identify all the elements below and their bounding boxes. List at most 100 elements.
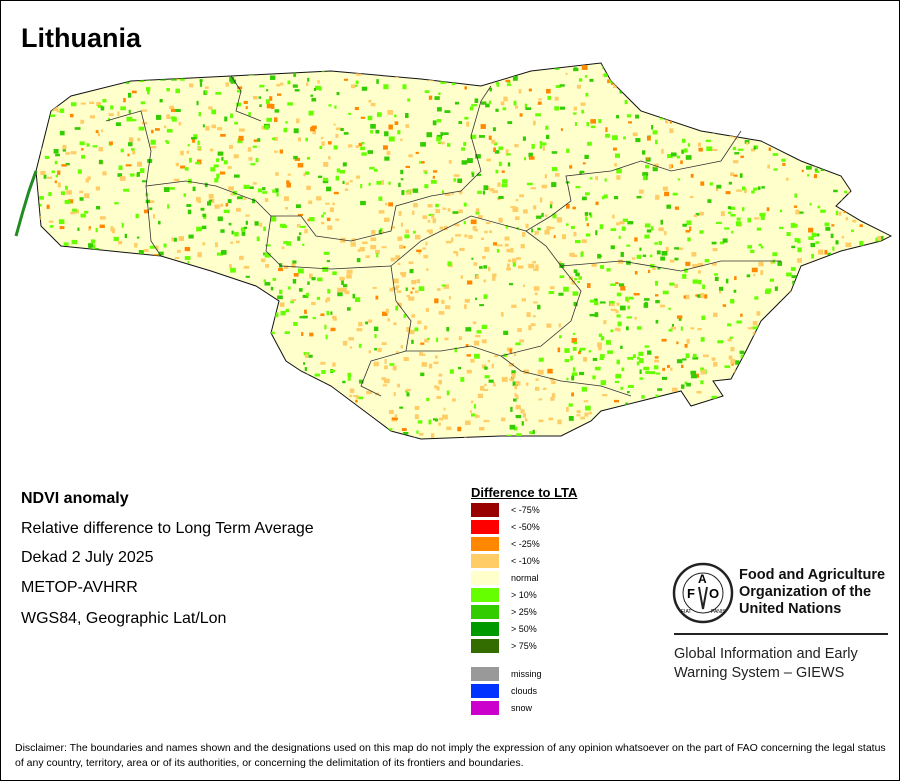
anomaly-pixel <box>107 380 111 383</box>
anomaly-pixel <box>586 283 591 288</box>
anomaly-pixel <box>514 393 517 397</box>
anomaly-pixel <box>77 334 82 339</box>
anomaly-pixel <box>751 190 755 194</box>
anomaly-pixel <box>636 195 642 199</box>
anomaly-pixel <box>651 124 654 130</box>
anomaly-pixel <box>217 127 223 131</box>
anomaly-pixel <box>410 291 413 294</box>
anomaly-pixel <box>444 110 451 114</box>
anomaly-pixel <box>887 170 891 175</box>
anomaly-pixel <box>477 190 482 194</box>
anomaly-pixel <box>808 236 814 240</box>
anomaly-pixel <box>405 113 409 118</box>
anomaly-pixel <box>384 131 389 137</box>
legend-label: snow <box>511 703 533 713</box>
anomaly-pixel <box>600 336 605 341</box>
anomaly-pixel <box>255 426 261 429</box>
legend-item: missing <box>471 667 542 681</box>
anomaly-pixel <box>465 344 469 348</box>
anomaly-pixel <box>871 77 875 83</box>
anomaly-pixel <box>88 226 91 230</box>
anomaly-pixel <box>697 270 701 274</box>
anomaly-pixel <box>288 386 294 390</box>
anomaly-pixel <box>101 129 104 133</box>
anomaly-pixel <box>857 331 864 334</box>
anomaly-pixel <box>31 423 35 428</box>
anomaly-pixel <box>516 64 520 69</box>
anomaly-pixel <box>594 366 601 371</box>
anomaly-pixel <box>587 141 592 146</box>
anomaly-pixel <box>486 158 491 162</box>
anomaly-pixel <box>675 113 682 119</box>
anomaly-pixel <box>415 151 419 154</box>
anomaly-pixel <box>498 65 503 69</box>
anomaly-pixel <box>623 408 628 412</box>
anomaly-pixel <box>481 68 488 71</box>
fao-name-line: Food and Agriculture <box>739 567 886 583</box>
anomaly-pixel <box>513 426 518 431</box>
anomaly-pixel <box>798 305 802 309</box>
anomaly-pixel <box>860 153 865 156</box>
anomaly-pixel <box>169 424 176 428</box>
anomaly-pixel <box>53 148 59 154</box>
anomaly-pixel <box>304 353 309 358</box>
anomaly-pixel <box>880 235 884 240</box>
anomaly-pixel <box>93 391 96 394</box>
anomaly-pixel <box>492 127 496 132</box>
anomaly-pixel <box>810 361 817 366</box>
anomaly-pixel <box>728 181 732 185</box>
anomaly-pixel <box>306 157 311 160</box>
anomaly-pixel <box>787 391 792 397</box>
anomaly-pixel <box>318 175 323 178</box>
anomaly-pixel <box>173 178 180 182</box>
anomaly-pixel <box>83 424 88 430</box>
anomaly-pixel <box>175 88 180 94</box>
anomaly-pixel <box>566 148 570 153</box>
anomaly-pixel <box>416 249 422 253</box>
anomaly-pixel <box>247 147 252 152</box>
anomaly-pixel <box>270 342 277 347</box>
anomaly-pixel <box>600 435 606 439</box>
anomaly-pixel <box>714 273 718 276</box>
anomaly-pixel <box>672 94 677 99</box>
anomaly-pixel <box>188 385 193 390</box>
legend-label: clouds <box>511 686 538 696</box>
anomaly-pixel <box>423 325 428 330</box>
anomaly-pixel <box>249 399 254 405</box>
anomaly-pixel <box>539 197 543 203</box>
anomaly-pixel <box>279 289 283 295</box>
anomaly-pixel <box>189 83 194 88</box>
anomaly-pixel <box>471 104 478 107</box>
anomaly-pixel <box>263 360 266 364</box>
anomaly-pixel <box>92 244 96 250</box>
anomaly-pixel <box>735 87 741 92</box>
anomaly-pixel <box>308 354 313 358</box>
anomaly-pixel <box>251 291 255 296</box>
anomaly-pixel <box>788 355 791 359</box>
anomaly-pixel <box>813 373 817 377</box>
anomaly-pixel <box>126 116 133 122</box>
anomaly-pixel <box>607 350 613 354</box>
anomaly-pixel <box>288 182 292 188</box>
anomaly-pixel <box>236 240 240 244</box>
anomaly-pixel <box>642 172 649 177</box>
anomaly-pixel <box>544 229 550 235</box>
anomaly-pixel <box>109 141 113 145</box>
anomaly-pixel <box>514 385 518 390</box>
anomaly-pixel <box>859 161 864 164</box>
anomaly-pixel <box>573 106 577 111</box>
anomaly-pixel <box>205 125 210 131</box>
anomaly-pixel <box>156 299 161 303</box>
anomaly-pixel <box>416 279 421 284</box>
anomaly-pixel <box>77 169 82 174</box>
anomaly-pixel <box>322 266 329 272</box>
anomaly-pixel <box>77 227 80 231</box>
anomaly-pixel <box>261 431 267 435</box>
anomaly-pixel <box>566 223 569 226</box>
anomaly-pixel <box>173 237 177 242</box>
anomaly-pixel <box>174 272 179 278</box>
anomaly-pixel <box>275 394 280 397</box>
anomaly-pixel <box>429 229 433 235</box>
anomaly-pixel <box>349 388 355 393</box>
anomaly-pixel <box>234 280 240 283</box>
